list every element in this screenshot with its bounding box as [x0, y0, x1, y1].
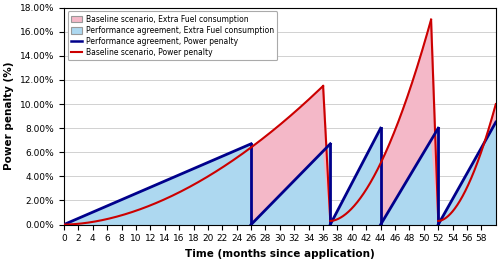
- Y-axis label: Power penalty (%): Power penalty (%): [4, 62, 14, 170]
- Legend: Baseline scenario, Extra Fuel consumption, Performance agreement, Extra Fuel con: Baseline scenario, Extra Fuel consumptio…: [68, 12, 278, 60]
- X-axis label: Time (months since application): Time (months since application): [185, 249, 375, 259]
